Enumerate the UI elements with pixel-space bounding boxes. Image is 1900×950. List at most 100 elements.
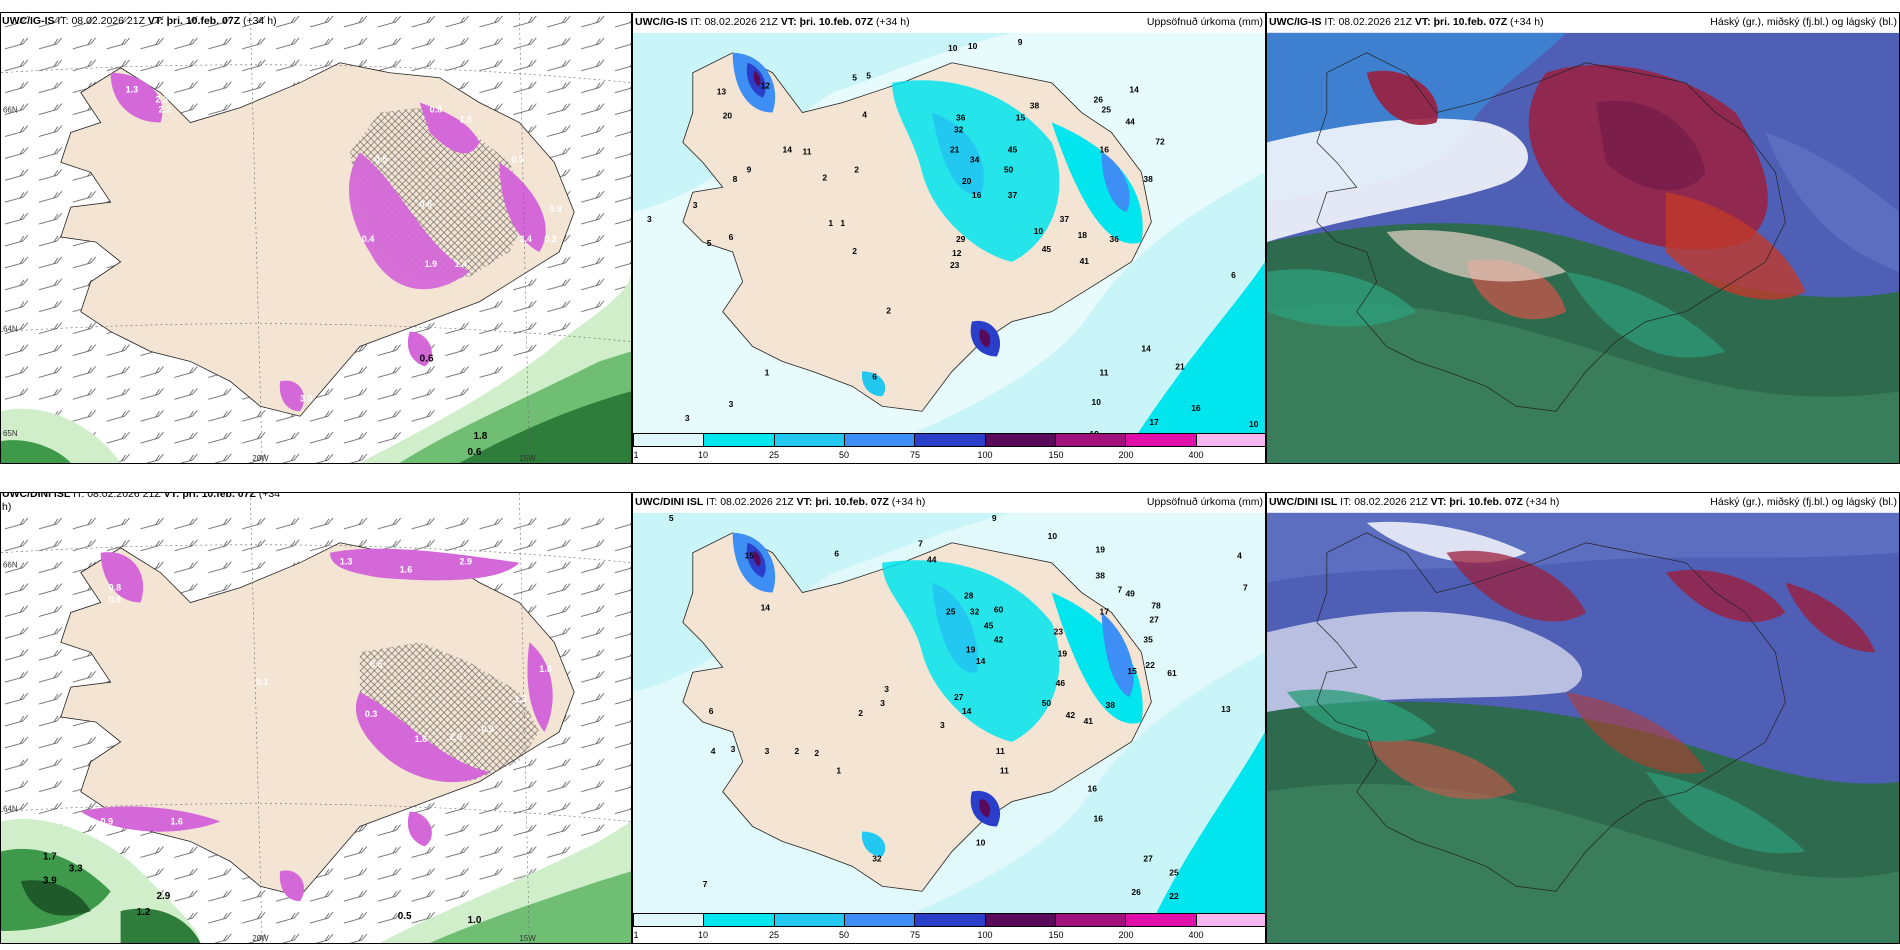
precip-value: 14 [962, 706, 972, 716]
lead-time: (+34 h) [1510, 16, 1544, 28]
legend-tick: 400 [1188, 450, 1204, 460]
precip-value: 27 [1149, 614, 1159, 624]
precip-value: 3 [729, 399, 734, 409]
precip-value: 3 [693, 200, 698, 210]
precip-value: 12 [952, 248, 962, 258]
precip-value: 5 [852, 73, 857, 83]
precip-value: 45 [1042, 244, 1052, 254]
precip-value: 6 [1231, 270, 1236, 280]
precip-legend-ticks: 1 10 25 50 75 100 150 200 400 [633, 450, 1265, 462]
precip-value: 7 [703, 879, 708, 889]
lat-label-64: 64N [3, 325, 18, 334]
panel-bottom-left-wind-snow: 66N 64N 20W 15W 0.8 0.6 1.3 1.6 2.9 0.5 … [0, 492, 632, 944]
precip-value: 37 [1060, 214, 1070, 224]
legend-tick: 75 [909, 930, 921, 940]
panel-top-middle-precip: 10 10 9 5 5 13 12 20 14 11 4 36 32 38 15… [632, 12, 1266, 464]
legend-tick: 75 [909, 450, 921, 460]
legend-cell [844, 914, 916, 926]
precip-value: 19 [1096, 545, 1106, 555]
snow-value: 0.1 [256, 677, 268, 687]
panel-title: UWC/DINI ISL IT: 08.02.2026 21Z VT: þri.… [635, 496, 925, 508]
precip-value: 14 [1141, 344, 1151, 354]
precip-value: 16 [1088, 784, 1098, 794]
panel-variable-title: Háský (gr.), miðský (fj.bl.) og lágský (… [1710, 496, 1897, 508]
snow-value: 1.3 [126, 85, 138, 95]
legend-tick: 1 [633, 930, 639, 940]
lead-time: (+34 h) [1525, 496, 1560, 508]
precip-value: 11 [1000, 766, 1009, 776]
precip-value: 49 [1125, 589, 1135, 599]
precip-value: 44 [1125, 117, 1135, 127]
rain-value: 3.3 [69, 863, 83, 874]
precip-legend-bar [633, 913, 1265, 927]
it-label: IT: [1340, 496, 1352, 508]
precip-value: 2 [852, 246, 857, 256]
precip-map-bottom: 5 9 7 10 44 19 6 15 14 28 32 25 45 60 42… [633, 513, 1265, 924]
legend-cell [985, 434, 1056, 446]
rain-value: 1.2 [137, 907, 151, 918]
cloud-map-top [1267, 32, 1899, 463]
panel-variable-title: Uppsöfnuð úrkoma (mm) [1146, 496, 1263, 508]
legend-tick: 25 [768, 930, 780, 940]
precip-value: 17 [1100, 606, 1110, 616]
vt-value: þri. 10.feb. 07Z [799, 16, 874, 28]
rain-value: 0.5 [398, 911, 412, 922]
lead-time: (+34 h) [243, 15, 277, 27]
legend-tick: 50 [838, 450, 850, 460]
precip-value: 3 [765, 746, 770, 756]
model-name: UWC/IG-IS [1269, 16, 1322, 28]
lead-time: (+34 [258, 492, 281, 500]
legend-cell [1126, 434, 1197, 446]
precip-value: 14 [783, 144, 793, 154]
precip-value: 2 [886, 306, 891, 316]
legend-tick: 150 [1048, 450, 1064, 460]
precip-value: 50 [1042, 698, 1052, 708]
precip-value: 38 [1143, 174, 1153, 184]
precip-value: 10 [1249, 419, 1259, 429]
vt-label: VT: [780, 16, 797, 28]
precip-value: 20 [962, 176, 972, 186]
legend-cell [774, 434, 845, 446]
precip-value: 3 [940, 720, 945, 730]
precip-value: 78 [1151, 600, 1161, 610]
snow-value: 0.6 [420, 199, 432, 209]
it-value: 08.02.2026 21Z [87, 492, 161, 500]
wind-snow-map-bottom: 66N 64N 20W 15W 0.8 0.6 1.3 1.6 2.9 0.5 … [1, 493, 631, 943]
snow-value: 0.2 [544, 234, 556, 244]
snow-value: 1.8 [539, 664, 551, 674]
legend-tick: 10 [697, 450, 709, 460]
precip-value: 10 [1034, 226, 1044, 236]
snow-value: 1.5 [460, 115, 472, 125]
precip-value: 26 [1094, 95, 1104, 105]
legend-cell [1055, 914, 1127, 926]
precip-value: 23 [1054, 626, 1064, 636]
precip-value: 9 [992, 513, 997, 523]
wind-snow-map-top: 66N 64N 65N 20W 15W 2.3 1.3 0.8 1.5 0.5 … [1, 13, 631, 463]
precip-value: 4 [1237, 551, 1242, 561]
it-label: IT: [1324, 16, 1336, 28]
legend-cell [1126, 914, 1197, 926]
snow-value: 1.6 [415, 734, 427, 744]
precip-value: 10 [1048, 531, 1058, 541]
legend-cell [774, 914, 845, 926]
precip-value: 42 [994, 634, 1004, 644]
precip-value: 10 [1092, 397, 1102, 407]
snow-value: 1.4 [455, 259, 467, 269]
precip-value: 10 [976, 837, 986, 847]
precip-value: 1 [828, 218, 833, 228]
snow-value: 3.4 [519, 234, 531, 244]
vt-value: þri. 10.feb. 07Z [1449, 496, 1523, 508]
legend-tick: 25 [768, 450, 780, 460]
legend-tick: 200 [1118, 930, 1134, 940]
precip-value: 32 [872, 853, 882, 863]
snow-value: 0.8 [549, 204, 561, 214]
legend-tick: 10 [697, 930, 709, 940]
panel-top-right-clouds: UWC/IG-IS IT: 08.02.2026 21Z VT: þri. 10… [1266, 12, 1900, 464]
precip-value: 15 [1127, 666, 1137, 676]
precip-value: 14 [976, 656, 986, 666]
legend-cell [1196, 914, 1265, 926]
legend-tick: 100 [977, 450, 993, 460]
precip-value: 38 [1106, 700, 1116, 710]
precip-value: 10 [948, 43, 958, 53]
vt-label: VT: [1414, 16, 1431, 28]
